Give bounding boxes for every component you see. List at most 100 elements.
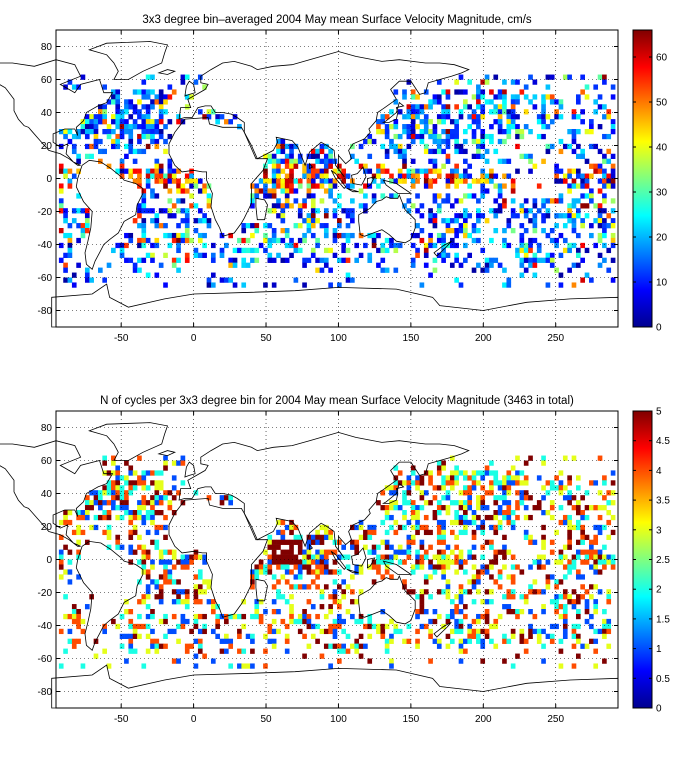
bin-cell <box>493 623 499 630</box>
bin-cell <box>541 104 546 110</box>
bin-cell <box>197 599 203 605</box>
bin-cell <box>484 178 490 184</box>
bin-cell <box>180 198 186 204</box>
bin-cell <box>128 257 134 263</box>
bin-cell <box>150 173 155 179</box>
bin-cell <box>254 193 260 199</box>
bin-cell <box>328 153 333 159</box>
bin-cell <box>323 163 329 169</box>
bin-cell <box>154 94 160 100</box>
bin-cell <box>571 559 577 565</box>
bin-cell <box>341 594 346 600</box>
bin-cell <box>471 514 477 521</box>
bin-cell <box>463 173 468 179</box>
bin-cell <box>150 74 155 80</box>
bin-cell <box>584 84 590 90</box>
bin-cell <box>480 183 486 189</box>
bin-cell <box>89 505 94 511</box>
bin-cell <box>506 158 512 164</box>
bin-cell <box>389 237 394 244</box>
bin-cell <box>397 153 403 159</box>
bin-cell <box>610 232 616 239</box>
bin-cell <box>606 500 612 506</box>
bin-cell <box>489 460 494 466</box>
bin-cell <box>232 247 238 254</box>
bin-cell <box>532 104 538 110</box>
bin-cell <box>454 519 459 526</box>
bin-cell <box>215 623 220 630</box>
bin-cell <box>102 129 107 135</box>
bin-cell <box>449 173 455 179</box>
bin-cell <box>597 505 603 511</box>
bin-cell <box>132 470 138 476</box>
bin-cell <box>284 569 290 575</box>
bin-cell <box>562 514 568 521</box>
bin-cell <box>402 495 407 501</box>
bin-cell <box>93 500 99 506</box>
bin-cell <box>584 604 590 610</box>
bin-cell <box>280 213 286 219</box>
bin-cell <box>402 158 407 164</box>
bin-cell <box>402 153 407 159</box>
bin-cell <box>584 549 590 555</box>
bin-cell <box>67 510 73 516</box>
bin-cell <box>289 188 294 194</box>
y-tick-label: -40 <box>38 240 53 251</box>
bin-cell <box>515 168 520 174</box>
bin-cell <box>506 114 512 120</box>
bin-cell <box>415 109 420 115</box>
bin-cell <box>319 534 325 540</box>
bin-cell <box>502 237 507 244</box>
bin-cell <box>402 490 407 496</box>
bin-cell <box>71 272 77 278</box>
bin-cell <box>584 272 590 278</box>
bin-cell <box>354 643 360 649</box>
bin-cell <box>562 223 568 229</box>
bin-cell <box>406 519 412 526</box>
bin-cell <box>541 495 546 501</box>
bin-cell <box>284 549 290 555</box>
bin-cell <box>306 163 312 169</box>
bin-cell <box>562 574 568 580</box>
bin-cell <box>284 242 290 249</box>
bin-cell <box>84 119 90 125</box>
bin-cell <box>380 559 386 565</box>
bin-cell <box>562 485 568 491</box>
bin-cell <box>297 183 303 189</box>
bin-cell <box>345 223 351 229</box>
bin-cell <box>489 559 494 565</box>
bin-cell <box>406 475 412 481</box>
bin-cell <box>363 203 368 209</box>
bin-cell <box>458 643 464 649</box>
bin-cell <box>493 228 499 234</box>
bin-cell <box>132 524 138 531</box>
bin-cell <box>441 198 446 204</box>
bin-cell <box>423 104 429 110</box>
bin-cell <box>419 104 425 110</box>
bin-cell <box>197 584 203 590</box>
bin-cell <box>310 247 316 254</box>
bin-cell <box>228 277 234 283</box>
bin-cell <box>428 213 433 219</box>
bin-cell <box>593 559 599 565</box>
bin-cell <box>519 223 525 229</box>
bin-cell <box>184 554 190 560</box>
bin-cell <box>332 168 338 174</box>
bin-cell <box>297 213 303 219</box>
bin-cell <box>176 178 181 184</box>
bin-cell <box>493 109 499 115</box>
bin-cell <box>415 638 420 644</box>
bin-cell <box>463 638 468 644</box>
bin-cell <box>523 648 529 654</box>
bin-cell <box>602 223 607 229</box>
bin-cell <box>323 232 329 239</box>
bin-cell <box>319 549 325 555</box>
bin-cell <box>510 564 516 570</box>
bin-cell <box>215 114 220 120</box>
bin-cell <box>363 138 368 145</box>
bin-cell <box>584 193 590 199</box>
bin-cell <box>536 628 542 635</box>
bin-cell <box>367 564 373 570</box>
bin-cell <box>280 188 286 194</box>
bin-cell <box>610 223 616 229</box>
